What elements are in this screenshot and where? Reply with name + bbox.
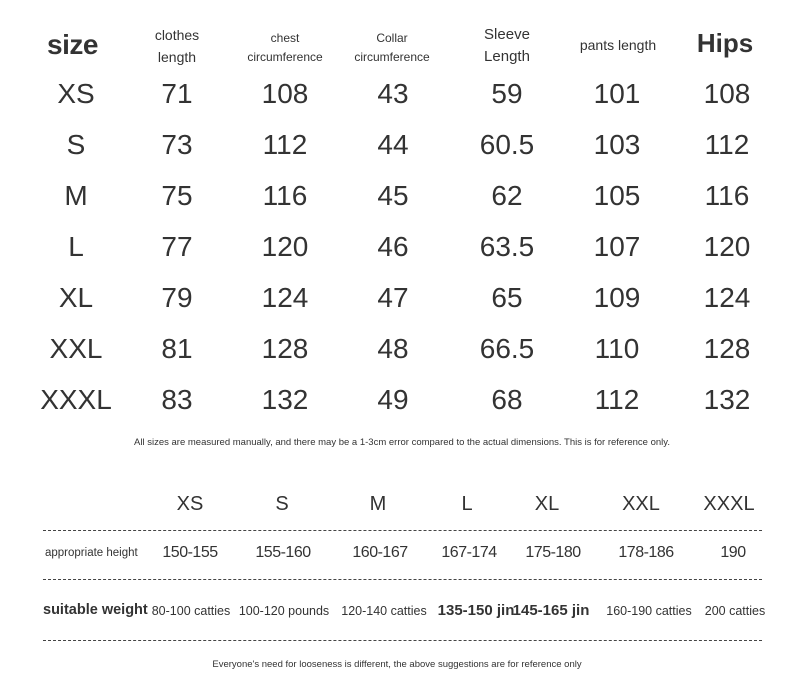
height-value: 167-174: [441, 544, 497, 561]
measurement-cell: 47: [377, 282, 409, 313]
header-hips: Hips: [696, 28, 754, 58]
looseness-note: Everyone's need for looseness is differe…: [212, 659, 582, 670]
measurement-cell: 107: [593, 231, 641, 262]
measurement-cell: 49: [377, 384, 409, 415]
measurement-cell: 103: [593, 129, 641, 160]
size-cell: XXL: [49, 333, 103, 364]
weight-value: 100-120 pounds: [238, 604, 330, 618]
measurement-cell: 116: [262, 180, 308, 211]
measurement-cell: 109: [593, 282, 641, 313]
measurement-cell: 101: [593, 78, 641, 109]
measurement-cell: 73: [161, 129, 193, 160]
measurement-cell: 45: [377, 180, 409, 211]
measurement-cell: 44: [377, 129, 409, 160]
measurement-cell: 59: [491, 78, 523, 109]
measurement-cell: 105: [593, 180, 641, 211]
size-cell: XS: [57, 78, 95, 109]
measure-note: All sizes are measured manually, and the…: [134, 437, 670, 448]
size-cell: S: [66, 129, 86, 160]
divider-2: [43, 579, 762, 580]
height-value: 160-167: [352, 544, 408, 561]
header-clothes-length: clothes length: [155, 24, 199, 68]
measurement-cell: 108: [261, 78, 309, 109]
weight-label: suitable weight: [43, 602, 148, 618]
measurement-cell: 77: [161, 231, 193, 262]
height-value: 150-155: [162, 544, 218, 561]
size-cell: XXXL: [40, 384, 112, 415]
measurement-cell: 62: [491, 180, 523, 211]
fit-size-header: M: [369, 493, 387, 515]
header-collar-text: Collar circumference: [354, 31, 430, 64]
weight-value: 120-140 catties: [341, 604, 427, 618]
height-value: 178-186: [618, 544, 674, 561]
measurement-cell: 124: [703, 282, 751, 313]
measurement-cell: 112: [262, 129, 308, 160]
measurement-cell: 128: [703, 333, 751, 364]
measurement-cell: 112: [594, 384, 640, 415]
height-value: 190: [720, 544, 746, 561]
measurement-cell: 43: [377, 78, 409, 109]
header-chest: chest circumference: [247, 29, 322, 67]
measurement-cell: 48: [377, 333, 409, 364]
measurement-cell: 46: [377, 231, 409, 262]
measurement-cell: 124: [261, 282, 309, 313]
fit-size-header: XL: [534, 493, 560, 515]
header-pants-length: pants length: [579, 37, 657, 53]
measurement-cell: 71: [161, 78, 193, 109]
measurement-cell: 79: [161, 282, 193, 313]
size-cell: M: [64, 180, 88, 211]
measurement-cell: 63.5: [479, 231, 535, 262]
weight-value: 135-150 jin: [437, 602, 515, 619]
height-label: appropriate height: [45, 547, 138, 559]
fit-size-header: XXXL: [703, 493, 755, 515]
measurement-cell: 112: [704, 129, 750, 160]
measurement-cell: 110: [594, 333, 640, 364]
measurement-cell: 66.5: [479, 333, 535, 364]
divider-3: [43, 640, 762, 641]
measurement-cell: 132: [261, 384, 309, 415]
measurement-cell: 75: [161, 180, 193, 211]
measurement-cell: 128: [261, 333, 309, 364]
header-size: size: [47, 29, 98, 60]
measurement-cell: 65: [491, 282, 523, 313]
fit-size-header: S: [275, 493, 289, 515]
fit-size-header: XS: [176, 493, 204, 515]
fit-size-header: L: [461, 493, 473, 515]
header-sleeve-text: Sleeve Length: [484, 26, 530, 65]
size-cell: L: [68, 231, 84, 262]
weight-value: 200 catties: [704, 604, 766, 618]
header-chest-text: chest circumference: [247, 31, 323, 64]
fit-size-header: XXL: [622, 493, 660, 515]
weight-value: 80-100 catties: [151, 604, 231, 618]
measurement-cell: 68: [491, 384, 523, 415]
size-cell: XL: [58, 282, 94, 313]
weight-value: 160-190 catties: [606, 604, 692, 618]
weight-value: 145-165 jin: [512, 602, 590, 619]
measurement-cell: 120: [703, 231, 751, 262]
measurement-cell: 108: [703, 78, 751, 109]
measurement-cell: 83: [161, 384, 193, 415]
height-value: 155-160: [255, 544, 311, 561]
header-collar: Collar circumference: [354, 29, 429, 67]
measurement-cell: 132: [703, 384, 751, 415]
measurement-cell: 116: [704, 180, 750, 211]
header-clothes-length-text: clothes length: [154, 27, 200, 65]
measurement-cell: 81: [161, 333, 193, 364]
header-sleeve: Sleeve Length: [484, 24, 530, 68]
height-value: 175-180: [525, 544, 581, 561]
measurement-cell: 120: [261, 231, 309, 262]
divider-1: [43, 530, 762, 531]
measurement-cell: 60.5: [479, 129, 535, 160]
